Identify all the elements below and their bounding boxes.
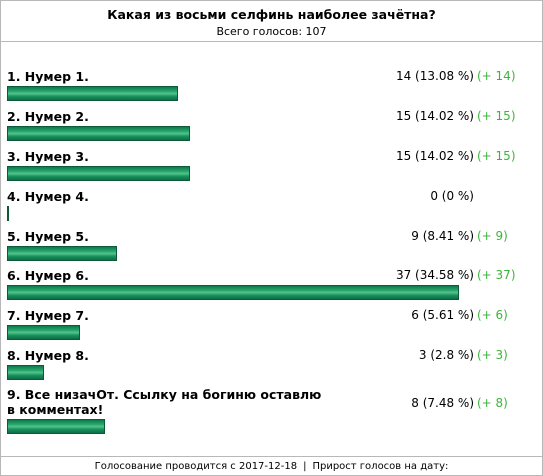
option-delta: (+ 37) [477,268,516,283]
option-delta: (+ 15) [477,109,516,124]
option-bar [7,86,178,101]
option-label: 1. Нумер 1. [7,69,327,84]
poll-question: Какая из восьми селфинь наиболее зачётна… [1,7,542,22]
option-count: 8 (7.48 %) [411,396,474,411]
option-label: 8. Нумер 8. [7,348,327,363]
option-label: 5. Нумер 5. [7,229,327,244]
vote-growth-label: Прирост голосов на дату: [312,461,448,472]
option-count: 14 (13.08 %) [396,69,474,84]
option-count: 9 (8.41 %) [411,229,474,244]
option-count: 0 (0 %) [430,189,474,204]
option-bar [7,206,9,221]
option-label: 7. Нумер 7. [7,308,327,323]
option-label: 6. Нумер 6. [7,268,327,283]
option-label: 9. Все низачОт. Ссылку на богиню оставлю… [7,387,327,417]
option-bar [7,419,105,434]
option-bar [7,365,44,380]
option-label: 2. Нумер 2. [7,109,327,124]
option-delta: (+ 3) [477,348,508,363]
option-bar [7,246,117,261]
option-delta: (+ 6) [477,308,508,323]
option-label: 4. Нумер 4. [7,189,327,204]
option-delta: (+ 15) [477,149,516,164]
option-delta: (+ 8) [477,396,508,411]
option-delta: (+ 14) [477,69,516,84]
option-label: 3. Нумер 3. [7,149,327,164]
poll-start-date: Голосование проводится с 2017-12-18 [95,461,297,472]
poll-header: Какая из восьми селфинь наиболее зачётна… [1,1,542,42]
option-count: 15 (14.02 %) [396,149,474,164]
footer-separator: | [303,461,306,472]
option-count: 15 (14.02 %) [396,109,474,124]
option-count: 37 (34.58 %) [396,268,474,283]
option-bar [7,325,80,340]
option-count: 3 (2.8 %) [419,348,474,363]
total-votes: Всего голосов: 107 [1,25,542,38]
option-bar [7,126,190,141]
poll-footer: Голосование проводится с 2017-12-18 | Прир… [1,456,542,476]
option-bar [7,166,190,181]
option-delta: (+ 9) [477,229,508,244]
option-count: 6 (5.61 %) [411,308,474,323]
option-bar [7,285,459,300]
